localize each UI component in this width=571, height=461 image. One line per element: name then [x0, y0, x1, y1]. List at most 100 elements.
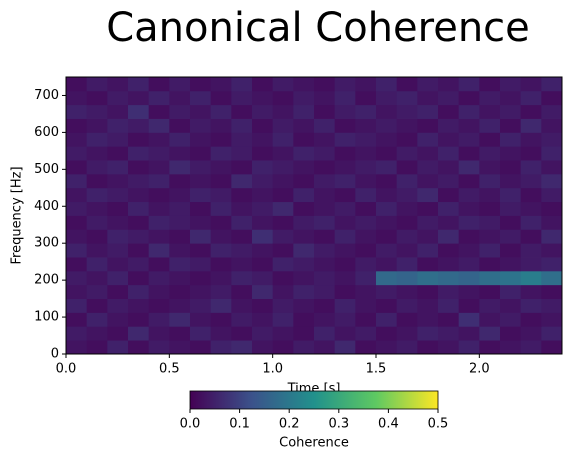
- heatmap-cell: [541, 132, 563, 147]
- y-tick-label: 0: [51, 347, 59, 362]
- heatmap-cell: [355, 298, 377, 313]
- heatmap-cell: [334, 243, 356, 258]
- heatmap-cell: [252, 201, 274, 216]
- heatmap-cell: [376, 270, 398, 286]
- heatmap-cell: [479, 146, 501, 161]
- heatmap-cell: [210, 312, 232, 327]
- heatmap-cell: [86, 340, 108, 355]
- heatmap-cell: [272, 90, 294, 106]
- heatmap-cell: [438, 173, 460, 189]
- heatmap-cell: [210, 215, 232, 230]
- heatmap-cell: [66, 340, 88, 355]
- heatmap-cell: [314, 160, 336, 175]
- heatmap-cell: [252, 298, 274, 313]
- heatmap-cell: [334, 187, 356, 203]
- heatmap-cell: [272, 160, 294, 175]
- heatmap-cell: [86, 257, 108, 272]
- heatmap-cell: [500, 160, 522, 175]
- plot-frame: [65, 76, 563, 355]
- heatmap-cell: [169, 298, 191, 313]
- heatmap-cell: [520, 173, 542, 189]
- heatmap-cell: [252, 90, 274, 106]
- heatmap-cell: [107, 284, 129, 299]
- heatmap-cell: [66, 257, 88, 272]
- heatmap-cell: [396, 146, 418, 161]
- heatmap-cell: [541, 270, 563, 286]
- heatmap-cell: [376, 284, 398, 299]
- heatmap-cell: [479, 298, 501, 313]
- y-tick-label: 500: [34, 162, 59, 177]
- heatmap-cell: [169, 326, 191, 341]
- heatmap-cell: [458, 146, 480, 161]
- heatmap-cell: [210, 270, 232, 286]
- heatmap-cell: [438, 187, 460, 203]
- heatmap-cell: [190, 187, 212, 203]
- heatmap-cell: [458, 284, 480, 299]
- heatmap-cell: [396, 104, 418, 119]
- heatmap-cell: [438, 201, 460, 216]
- heatmap-cell: [376, 201, 398, 216]
- heatmap-cell: [293, 173, 315, 189]
- heatmap-cell: [520, 201, 542, 216]
- colorbar-tick-label: 0.4: [378, 417, 399, 432]
- heatmap-cell: [210, 77, 232, 92]
- heatmap-cell: [438, 118, 460, 133]
- heatmap-cell: [396, 77, 418, 92]
- heatmap-cell: [272, 270, 294, 286]
- heatmap-cell: [438, 104, 460, 119]
- heatmap-cell: [169, 146, 191, 161]
- heatmap-cell: [293, 104, 315, 119]
- heatmap-cell: [190, 326, 212, 341]
- heatmap-cell: [314, 326, 336, 341]
- heatmap-cell: [272, 132, 294, 147]
- heatmap-cell: [479, 201, 501, 216]
- heatmap-cell: [272, 257, 294, 272]
- colorbar-tick-label: 0.3: [328, 417, 349, 432]
- heatmap-cell: [66, 132, 88, 147]
- heatmap-cell: [272, 340, 294, 355]
- heatmap-cell: [107, 160, 129, 175]
- heatmap-cell: [479, 284, 501, 299]
- heatmap-cell: [376, 243, 398, 258]
- heatmap-cell: [272, 201, 294, 216]
- heatmap-cell: [355, 146, 377, 161]
- heatmap-cell: [438, 298, 460, 313]
- heatmap-cell: [479, 270, 501, 286]
- heatmap-cell: [376, 104, 398, 119]
- heatmap-cell: [293, 284, 315, 299]
- heatmap-cell: [210, 284, 232, 299]
- heatmap-cell: [520, 90, 542, 106]
- heatmap-cell: [86, 284, 108, 299]
- heatmap-cell: [128, 312, 150, 327]
- heatmap-cell: [396, 312, 418, 327]
- heatmap-cell: [169, 90, 191, 106]
- heatmap-cell: [479, 229, 501, 244]
- heatmap-cell: [458, 132, 480, 147]
- heatmap-cell: [458, 173, 480, 189]
- heatmap-cell: [417, 104, 439, 119]
- heatmap-cell: [107, 270, 129, 286]
- heatmap-cell: [314, 270, 336, 286]
- heatmap-cell: [210, 146, 232, 161]
- heatmap-cell: [458, 160, 480, 175]
- heatmap-cell: [458, 201, 480, 216]
- heatmap-cell: [107, 201, 129, 216]
- heatmap-cell: [334, 173, 356, 189]
- heatmap-cell: [376, 90, 398, 106]
- heatmap-cell: [128, 284, 150, 299]
- heatmap-cell: [334, 284, 356, 299]
- heatmap-cell: [417, 257, 439, 272]
- heatmap-cell: [541, 118, 563, 133]
- heatmap-cell: [479, 77, 501, 92]
- heatmap-cell: [520, 243, 542, 258]
- heatmap-cell: [107, 257, 129, 272]
- heatmap-cell: [107, 77, 129, 92]
- heatmap-cell: [541, 173, 563, 189]
- heatmap-cell: [520, 160, 542, 175]
- heatmap-cell: [334, 146, 356, 161]
- heatmap-cell: [479, 90, 501, 106]
- heatmap-cell: [190, 118, 212, 133]
- heatmap-cell: [500, 187, 522, 203]
- heatmap-cell: [86, 90, 108, 106]
- heatmap-cell: [66, 215, 88, 230]
